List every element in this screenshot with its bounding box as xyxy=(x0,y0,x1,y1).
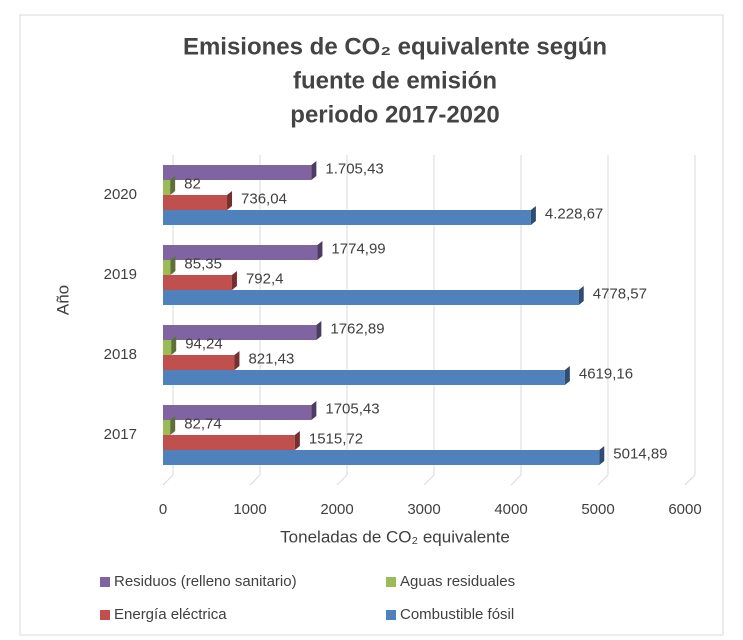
bar-cap xyxy=(231,271,237,290)
bar xyxy=(163,435,295,450)
x-tick-label: 6000 xyxy=(668,501,701,518)
floor-line xyxy=(336,474,348,486)
value-label: 821,43 xyxy=(248,350,294,367)
legend-label: Aguas residuales xyxy=(400,573,515,590)
value-label: 1515,72 xyxy=(309,430,363,447)
value-label: 1.705,43 xyxy=(325,160,383,177)
bar-cap xyxy=(316,321,322,340)
x-axis-label: Toneladas de CO₂ equivalente xyxy=(280,527,510,546)
bar-cap xyxy=(170,176,176,195)
bar xyxy=(163,405,312,420)
bar xyxy=(163,180,171,195)
bar-cap xyxy=(234,351,240,370)
floor-line xyxy=(423,474,435,486)
x-tick-label: 5000 xyxy=(581,501,614,518)
y-axis-label: Año xyxy=(53,285,72,315)
bar-cap xyxy=(294,431,300,450)
value-label: 94,24 xyxy=(185,335,223,352)
bar xyxy=(163,275,232,290)
x-tick-label: 3000 xyxy=(407,501,440,518)
x-tick-label: 0 xyxy=(159,501,167,518)
value-label: 1774,99 xyxy=(331,240,385,257)
legend-swatch xyxy=(386,610,396,620)
value-label: 4619,16 xyxy=(579,365,633,382)
bar xyxy=(163,165,312,180)
x-tick-label: 1000 xyxy=(233,501,266,518)
value-label: 85,35 xyxy=(184,255,222,272)
floor-line xyxy=(597,474,609,486)
y-tick-label: 2018 xyxy=(104,346,137,363)
value-label: 792,4 xyxy=(246,270,284,287)
floor-line xyxy=(162,474,174,486)
bar xyxy=(163,195,228,210)
value-label: 82 xyxy=(184,175,201,192)
legend-label: Residuos (relleno sanitario) xyxy=(114,573,297,590)
bar-cap xyxy=(599,446,605,465)
bar-cap xyxy=(311,401,317,420)
bar xyxy=(163,325,317,340)
value-label: 736,04 xyxy=(241,190,287,207)
bar xyxy=(163,245,318,260)
legend-label: Energía eléctrica xyxy=(114,606,227,623)
bar xyxy=(163,290,579,305)
value-label: 1762,89 xyxy=(330,320,384,337)
bar xyxy=(163,450,600,465)
bar xyxy=(163,370,565,385)
legend-swatch xyxy=(100,610,110,620)
bar xyxy=(163,260,171,275)
bar-cap xyxy=(564,366,570,385)
bar xyxy=(163,420,171,435)
bar-cap xyxy=(170,256,176,275)
bar-cap xyxy=(530,206,536,225)
bar xyxy=(163,355,235,370)
bar-cap xyxy=(227,191,233,210)
value-label: 82,74 xyxy=(184,415,222,432)
bar-cap xyxy=(171,336,177,355)
floor-line xyxy=(249,474,261,486)
bar xyxy=(163,340,172,355)
chart-title: fuente de emisión xyxy=(293,67,497,94)
value-label: 5014,89 xyxy=(613,445,667,462)
legend-swatch xyxy=(100,577,110,587)
bar-cap xyxy=(578,286,584,305)
legend-swatch xyxy=(386,577,396,587)
y-tick-label: 2017 xyxy=(104,426,137,443)
floor-line xyxy=(510,474,522,486)
x-tick-label: 4000 xyxy=(494,501,527,518)
bar xyxy=(163,210,531,225)
bar-cap xyxy=(317,241,323,260)
bar-cap xyxy=(311,161,317,180)
floor-line xyxy=(684,474,696,486)
value-label: 4.228,67 xyxy=(545,205,603,222)
value-label: 1705,43 xyxy=(325,400,379,417)
chart-title: periodo 2017-2020 xyxy=(290,101,499,128)
chart-title: Emisiones de CO₂ equivalente según xyxy=(183,33,607,60)
legend-label: Combustible fósil xyxy=(400,606,514,623)
y-tick-label: 2019 xyxy=(104,266,137,283)
value-label: 4778,57 xyxy=(593,285,647,302)
y-tick-label: 2020 xyxy=(104,186,137,203)
x-tick-label: 2000 xyxy=(320,501,353,518)
bar-cap xyxy=(170,416,176,435)
chart-frame xyxy=(19,14,724,636)
